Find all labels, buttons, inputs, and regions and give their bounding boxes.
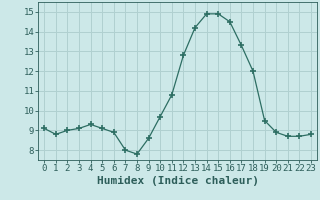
X-axis label: Humidex (Indice chaleur): Humidex (Indice chaleur) <box>97 176 259 186</box>
